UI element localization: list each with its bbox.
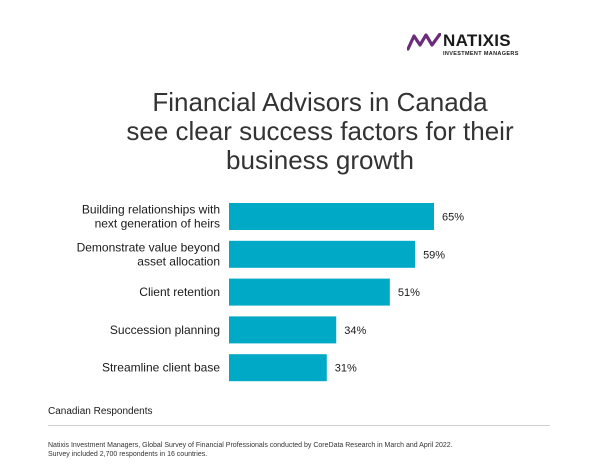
value-label: 51% <box>398 287 420 299</box>
bar <box>229 316 337 344</box>
value-label: 59% <box>423 249 445 261</box>
category-label: Succession planning <box>110 323 220 337</box>
chart-title: Financial Advisors in Canada see clear s… <box>60 88 580 175</box>
category-label: Demonstrate value beyond asset allocation <box>77 240 220 268</box>
value-label: 31% <box>335 363 357 375</box>
category-label: Streamline client base <box>102 361 220 375</box>
title-line: business growth <box>226 145 414 175</box>
title-line: see clear success factors for their <box>126 116 514 146</box>
natixis-logo: NATIXIS INVESTMENT MANAGERS <box>407 30 537 60</box>
title-line: Financial Advisors in Canada <box>152 87 488 117</box>
brand-name: NATIXIS <box>443 31 511 50</box>
brand-tagline: INVESTMENT MANAGERS <box>443 51 519 57</box>
source-line: Natixis Investment Managers, Global Surv… <box>48 442 453 449</box>
bar <box>229 354 327 382</box>
value-label: 34% <box>344 325 366 337</box>
value-label: 65% <box>442 212 464 224</box>
footer-divider <box>48 425 550 426</box>
category-label: Client retention <box>139 285 220 299</box>
respondents-note: Canadian Respondents <box>48 406 153 417</box>
natixis-swoosh-icon <box>407 33 441 51</box>
bar <box>229 278 390 306</box>
bar <box>229 203 434 230</box>
category-label: Building relationships with next generati… <box>82 203 220 231</box>
source-note: Natixis Investment Managers, Global Surv… <box>48 441 453 459</box>
bar <box>229 240 416 268</box>
source-line: Survey included 2,700 respondents in 16 … <box>48 451 208 458</box>
